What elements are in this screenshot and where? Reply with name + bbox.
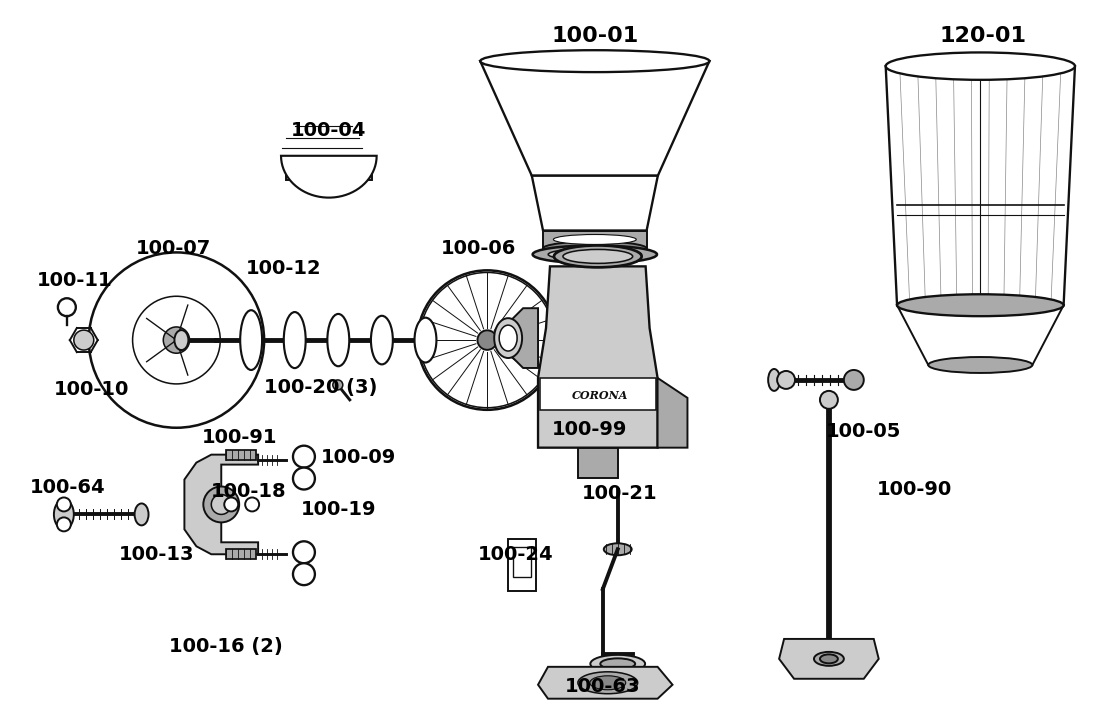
Ellipse shape bbox=[814, 652, 843, 666]
Text: 100-04: 100-04 bbox=[291, 121, 366, 140]
Circle shape bbox=[224, 497, 238, 511]
Ellipse shape bbox=[283, 312, 305, 368]
Bar bbox=[286, 155, 372, 170]
Text: 100-16 (2): 100-16 (2) bbox=[170, 638, 283, 656]
Circle shape bbox=[163, 327, 189, 354]
Text: 100-64: 100-64 bbox=[30, 478, 106, 497]
Polygon shape bbox=[897, 305, 1063, 365]
Ellipse shape bbox=[241, 310, 263, 370]
Circle shape bbox=[293, 445, 315, 468]
Circle shape bbox=[293, 468, 315, 489]
Ellipse shape bbox=[499, 325, 517, 351]
Ellipse shape bbox=[548, 249, 641, 260]
Text: 100-20 (3): 100-20 (3) bbox=[264, 378, 377, 398]
Text: 100-91: 100-91 bbox=[201, 428, 277, 448]
Ellipse shape bbox=[768, 369, 780, 391]
Ellipse shape bbox=[533, 245, 657, 263]
Ellipse shape bbox=[174, 330, 188, 350]
Bar bbox=[286, 170, 305, 180]
Text: 100-01: 100-01 bbox=[551, 26, 639, 46]
Polygon shape bbox=[657, 378, 687, 448]
Ellipse shape bbox=[480, 50, 709, 72]
Ellipse shape bbox=[590, 676, 626, 690]
Circle shape bbox=[73, 330, 94, 350]
Circle shape bbox=[132, 296, 220, 384]
Circle shape bbox=[57, 518, 71, 531]
Polygon shape bbox=[480, 61, 709, 176]
Polygon shape bbox=[538, 667, 673, 698]
Text: 100-99: 100-99 bbox=[552, 420, 628, 440]
Bar bbox=[226, 549, 256, 559]
Ellipse shape bbox=[543, 241, 647, 255]
Ellipse shape bbox=[897, 294, 1063, 316]
Circle shape bbox=[245, 497, 259, 511]
Ellipse shape bbox=[554, 234, 637, 244]
Text: 120-01: 120-01 bbox=[940, 26, 1027, 46]
Circle shape bbox=[58, 299, 75, 316]
Text: 100-07: 100-07 bbox=[136, 239, 211, 258]
Ellipse shape bbox=[819, 391, 838, 408]
Ellipse shape bbox=[929, 357, 1033, 373]
Circle shape bbox=[293, 542, 315, 563]
Text: 100-13: 100-13 bbox=[119, 544, 195, 564]
Text: 100-63: 100-63 bbox=[565, 677, 640, 696]
Text: 100-24: 100-24 bbox=[478, 544, 554, 564]
Ellipse shape bbox=[494, 318, 522, 358]
Text: 100-06: 100-06 bbox=[441, 239, 516, 258]
Bar bbox=[226, 450, 256, 460]
Text: 100-19: 100-19 bbox=[301, 500, 376, 519]
Text: 100-05: 100-05 bbox=[826, 422, 901, 441]
Text: CORONA: CORONA bbox=[571, 390, 628, 401]
Polygon shape bbox=[532, 176, 657, 231]
Ellipse shape bbox=[54, 500, 73, 529]
Ellipse shape bbox=[327, 314, 349, 367]
Polygon shape bbox=[779, 639, 878, 679]
Circle shape bbox=[843, 370, 864, 390]
Text: 100-11: 100-11 bbox=[37, 271, 113, 290]
Bar bbox=[513, 547, 531, 577]
Circle shape bbox=[333, 380, 342, 390]
Ellipse shape bbox=[886, 53, 1075, 80]
Text: 100-12: 100-12 bbox=[246, 259, 322, 278]
Bar bbox=[540, 378, 655, 410]
Circle shape bbox=[89, 252, 264, 428]
Circle shape bbox=[418, 270, 557, 410]
Circle shape bbox=[211, 495, 231, 514]
Circle shape bbox=[57, 497, 71, 511]
Bar bbox=[543, 231, 647, 249]
Polygon shape bbox=[281, 155, 376, 197]
Text: 100-09: 100-09 bbox=[321, 448, 396, 467]
Ellipse shape bbox=[777, 371, 795, 389]
Ellipse shape bbox=[604, 543, 631, 555]
Ellipse shape bbox=[554, 245, 642, 268]
Polygon shape bbox=[538, 266, 657, 448]
Text: 100-90: 100-90 bbox=[876, 480, 952, 499]
Text: 100-21: 100-21 bbox=[582, 484, 657, 503]
Text: 100-18: 100-18 bbox=[211, 482, 287, 501]
Ellipse shape bbox=[601, 659, 636, 669]
Ellipse shape bbox=[371, 316, 393, 364]
Polygon shape bbox=[508, 308, 538, 368]
Circle shape bbox=[293, 563, 315, 585]
Bar bbox=[352, 170, 372, 180]
Text: 100-10: 100-10 bbox=[54, 380, 129, 399]
Ellipse shape bbox=[578, 672, 638, 694]
Circle shape bbox=[477, 330, 497, 350]
Ellipse shape bbox=[591, 655, 645, 673]
Polygon shape bbox=[578, 448, 618, 478]
Bar bbox=[508, 539, 536, 591]
Ellipse shape bbox=[819, 654, 838, 663]
Circle shape bbox=[203, 487, 240, 523]
Ellipse shape bbox=[563, 249, 632, 263]
Polygon shape bbox=[185, 455, 258, 555]
Ellipse shape bbox=[135, 503, 149, 526]
Ellipse shape bbox=[415, 317, 437, 362]
Polygon shape bbox=[886, 66, 1075, 305]
